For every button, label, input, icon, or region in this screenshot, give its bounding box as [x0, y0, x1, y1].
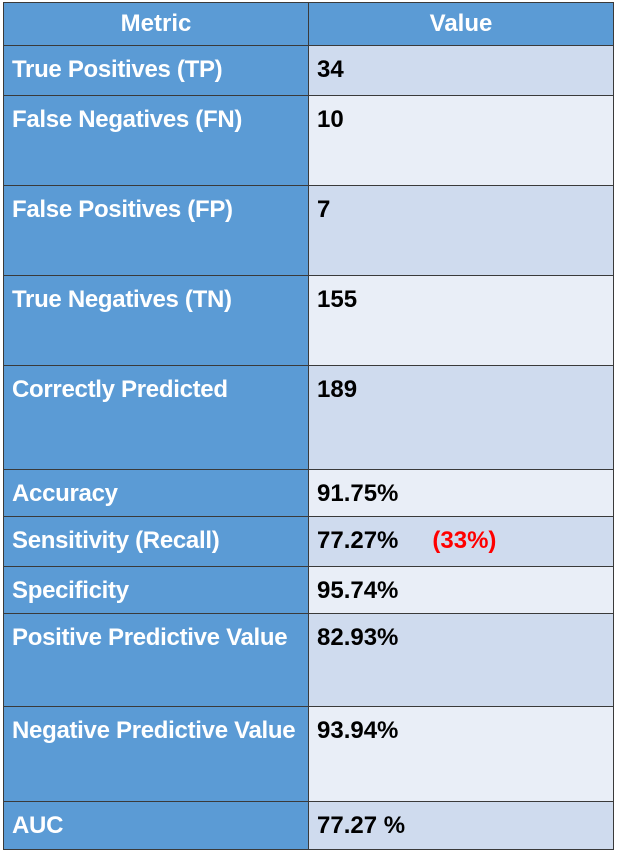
value-cell: 82.93% [308, 613, 614, 707]
table-row: AUC 77.27 % [3, 801, 614, 850]
header-row: Metric Value [3, 2, 614, 46]
metric-cell: Specificity [3, 566, 309, 614]
value-text: 7 [317, 196, 331, 223]
value-text: 10 [317, 106, 344, 133]
metric-cell: False Positives (FP) [3, 185, 309, 276]
value-text: 82.93% [317, 624, 399, 651]
metrics-table: Metric Value True Positives (TP) 34 False … [3, 2, 614, 850]
value-text: 95.74% [317, 577, 399, 604]
metric-cell: True Positives (TP) [3, 45, 309, 96]
metric-cell: Sensitivity (Recall) [3, 516, 309, 567]
metric-cell: Negative Predictive Value [3, 706, 309, 802]
table-row: Negative Predictive Value 93.94% [3, 706, 614, 802]
value-text: 93.94% [317, 717, 399, 744]
table-row: Specificity 95.74% [3, 566, 614, 614]
table-row: Positive Predictive Value 82.93% [3, 613, 614, 707]
header-cell: Metric [3, 2, 309, 46]
metric-cell: False Negatives (FN) [3, 95, 309, 186]
value-cell: 7 [308, 185, 614, 276]
table-row: Accuracy 91.75% [3, 469, 614, 517]
table-row: Sensitivity (Recall) 77.27% (33%) [3, 516, 614, 567]
value-text: 34 [317, 56, 344, 83]
value-cell: 77.27 % [308, 801, 614, 850]
value-cell: 93.94% [308, 706, 614, 802]
value-text: 91.75% [317, 480, 399, 507]
value-cell: 34 [308, 45, 614, 96]
value-cell: 189 [308, 365, 614, 470]
metric-cell: Accuracy [3, 469, 309, 517]
table-row: True Negatives (TN) 155 [3, 275, 614, 366]
value-text: 155 [317, 286, 358, 313]
table-row: Correctly Predicted 189 [3, 365, 614, 470]
metric-cell: Correctly Predicted [3, 365, 309, 470]
value-note: (33%) [432, 527, 497, 554]
table-body: True Positives (TP) 34 False Negatives (FN… [3, 45, 614, 850]
metric-cell: AUC [3, 801, 309, 850]
table-row: False Positives (FP) 7 [3, 185, 614, 276]
table-row: False Negatives (FN) 10 [3, 95, 614, 186]
value-text: 77.27% [317, 527, 399, 554]
metric-cell: True Negatives (TN) [3, 275, 309, 366]
value-cell: 155 [308, 275, 614, 366]
value-text: 189 [317, 376, 358, 403]
value-text: 77.27 % [317, 812, 406, 839]
metric-cell: Positive Predictive Value [3, 613, 309, 707]
value-cell: 95.74% [308, 566, 614, 614]
value-cell: 91.75% [308, 469, 614, 517]
value-cell: 77.27% (33%) [308, 516, 614, 567]
table-row: True Positives (TP) 34 [3, 45, 614, 96]
header-cell: Value [308, 2, 614, 46]
value-cell: 10 [308, 95, 614, 186]
